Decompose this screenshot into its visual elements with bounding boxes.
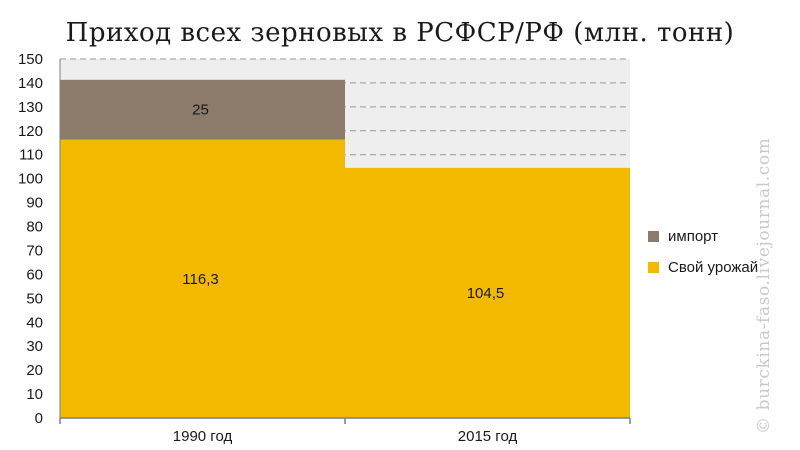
x-category-label: 2015 год: [458, 428, 518, 445]
y-tick-label: 0: [35, 410, 43, 427]
x-category-label: 1990 год: [173, 428, 233, 445]
y-tick-label: 130: [18, 99, 43, 116]
y-tick-label: 100: [18, 171, 43, 188]
chart-title: Приход всех зерновых в РСФСР/РФ (млн. то…: [65, 18, 735, 48]
y-tick-label: 50: [26, 290, 43, 307]
legend: импорт Свой урожай: [648, 226, 758, 288]
bar-own-harvest-2: [345, 167, 630, 418]
y-tick-label: 90: [26, 195, 43, 212]
y-tick-label: 80: [26, 219, 43, 236]
bar-import-1: [60, 79, 345, 140]
data-label: 25: [192, 102, 209, 119]
y-tick-label: 110: [19, 147, 43, 164]
legend-swatch-import: [648, 230, 659, 242]
y-tick-label: 20: [26, 362, 43, 379]
bar-own-harvest-1: [60, 139, 345, 418]
legend-item-import: импорт: [648, 226, 758, 246]
y-tick-label: 40: [26, 314, 43, 331]
data-label: 104,5: [467, 285, 505, 302]
y-tick-label: 70: [26, 242, 43, 259]
watermark: © burckina-faso.livejournal.com: [754, 137, 774, 434]
y-tick-label: 140: [18, 75, 43, 92]
y-tick-label: 120: [18, 123, 43, 140]
data-label: 116,3: [182, 271, 218, 288]
legend-swatch-own-harvest: [648, 261, 659, 273]
legend-label-import: импорт: [668, 227, 719, 245]
legend-label-own-harvest: Свой урожай: [668, 258, 759, 276]
y-tick-label: 30: [26, 338, 43, 355]
legend-item-own-harvest: Свой урожай: [648, 257, 758, 277]
y-tick-label: 150: [18, 51, 43, 68]
y-tick-label: 10: [26, 386, 43, 403]
y-tick-label: 60: [26, 266, 43, 283]
